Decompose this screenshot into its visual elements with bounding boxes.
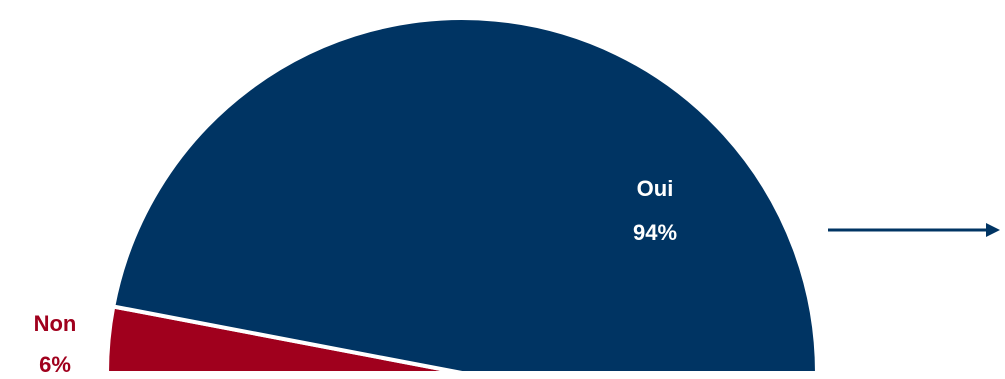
slice-value-oui: 94% [633, 220, 677, 245]
slice-value-non: 6% [39, 352, 71, 377]
annotation-layer [828, 223, 1000, 237]
pie-slice-oui [111, 16, 819, 375]
labels-layer: Oui 94% Non 6% [34, 176, 677, 377]
arrow-right-icon [986, 223, 1000, 237]
slice-label-oui: Oui [637, 176, 674, 201]
baseline-mask [97, 373, 827, 379]
slice-label-non: Non [34, 311, 77, 336]
slices-layer [97, 16, 827, 379]
